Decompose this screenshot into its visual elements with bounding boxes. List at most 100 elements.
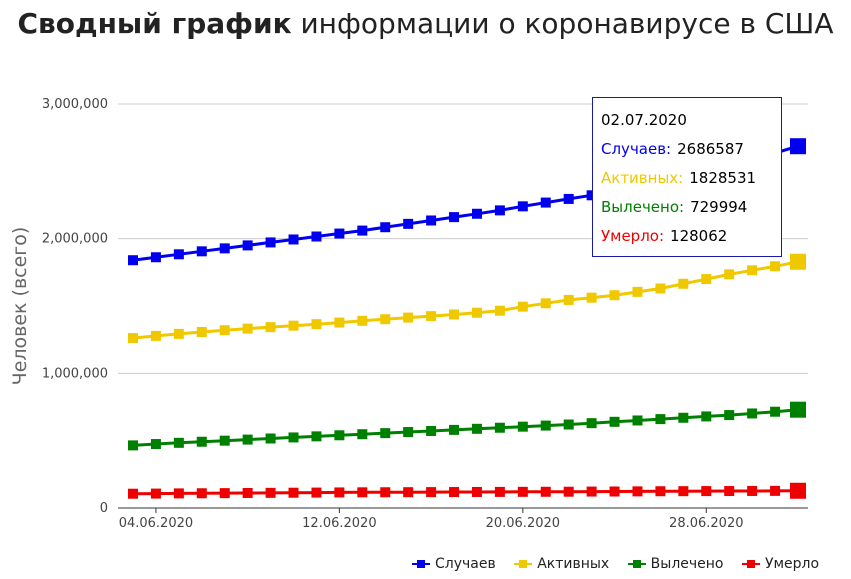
data-point [219, 325, 230, 336]
data-point [334, 228, 345, 239]
data-point [494, 422, 505, 433]
data-point [128, 488, 138, 499]
data-point [563, 419, 574, 430]
data-point [563, 294, 574, 305]
data-point [770, 406, 781, 417]
tooltip-label-deaths: Умерло: [601, 227, 665, 245]
data-point [449, 212, 460, 223]
data-point [219, 488, 230, 499]
data-point [150, 330, 161, 341]
data-point [678, 412, 689, 423]
data-point [150, 439, 161, 450]
data-point [586, 190, 597, 201]
data-point [196, 246, 207, 257]
data-point [150, 252, 161, 263]
data-point [334, 430, 345, 441]
legend-label-cases: Случаев [435, 556, 496, 572]
data-point [196, 488, 207, 499]
data-point [265, 433, 276, 444]
data-point [471, 307, 482, 318]
legend-label-active: Активных [537, 556, 610, 572]
tooltip-row-recovered: Вылечено: 729994 [601, 193, 773, 222]
data-point [403, 218, 414, 229]
data-point [540, 486, 551, 497]
tooltip-label-active: Активных: [601, 169, 684, 187]
data-point [311, 231, 322, 242]
tooltip-label-cases: Случаев: [601, 140, 672, 158]
data-point [173, 249, 184, 260]
data-point [173, 437, 184, 448]
data-point [632, 486, 643, 497]
tooltip-row-cases: Случаев: 2686587 [601, 135, 773, 164]
data-point [403, 487, 414, 498]
data-point [288, 487, 299, 498]
data-point [701, 274, 712, 285]
data-point [494, 486, 505, 497]
data-point [724, 269, 735, 280]
data-point [724, 486, 735, 497]
data-point [173, 488, 184, 499]
series-line-1 [132, 260, 799, 340]
data-point [150, 488, 161, 499]
data-point [701, 411, 712, 422]
data-point [747, 265, 758, 276]
data-point [540, 298, 551, 309]
data-point [540, 197, 551, 208]
data-point [426, 311, 437, 322]
chart-title-rest: информации о коронавирусе в США [300, 7, 834, 40]
data-point [128, 333, 138, 344]
x-tick-label: 28.06.2020 [669, 516, 743, 531]
data-point [426, 215, 437, 226]
data-point [494, 305, 505, 316]
series-line-2 [132, 408, 799, 447]
x-tick-label: 20.06.2020 [486, 516, 560, 531]
legend-swatch-recovered [627, 559, 646, 569]
data-point [242, 434, 253, 445]
data-point [563, 193, 574, 204]
data-point [517, 486, 528, 497]
data-point [311, 431, 322, 442]
data-point [311, 319, 322, 330]
data-point [655, 283, 666, 294]
data-point [747, 408, 758, 419]
data-point [701, 486, 712, 497]
data-point [403, 312, 414, 323]
data-point [586, 486, 597, 497]
legend-label-deaths: Умерло [764, 556, 820, 572]
data-point [288, 234, 299, 245]
data-tooltip: 02.07.2020 Случаев: 2686587 Активных: 1828… [592, 97, 782, 257]
data-point [265, 487, 276, 498]
data-point [540, 420, 551, 431]
data-point [790, 482, 806, 499]
tooltip-value-recovered: 729994 [690, 198, 748, 216]
data-point [380, 222, 391, 233]
data-point [770, 485, 781, 496]
data-point [128, 255, 138, 266]
legend-item-cases[interactable]: Случаев [412, 556, 496, 572]
y-tick-label: 3,000,000 [42, 97, 108, 112]
legend-swatch-deaths [741, 559, 760, 569]
tooltip-row-active: Активных: 1828531 [601, 164, 773, 193]
legend-item-deaths[interactable]: Умерло [741, 556, 820, 572]
legend-item-recovered[interactable]: Вылечено [627, 556, 724, 572]
chart-title-bold: Сводный график [17, 7, 292, 40]
data-point [426, 487, 437, 498]
data-point [196, 326, 207, 337]
chart-legend: Случаев Активных Вылечено Умерло [412, 556, 819, 572]
data-point [219, 435, 230, 446]
data-point [173, 328, 184, 339]
y-tick-label: 2,000,000 [42, 232, 108, 247]
data-point [747, 485, 758, 496]
legend-item-active[interactable]: Активных [514, 556, 609, 572]
data-point [288, 320, 299, 331]
tooltip-value-deaths: 128062 [670, 227, 728, 245]
data-point [449, 487, 460, 498]
tooltip-value-active: 1828531 [689, 169, 757, 187]
y-axis-label: Человек (всего) [9, 227, 31, 386]
data-point [242, 240, 253, 251]
data-point [449, 424, 460, 435]
data-point [517, 301, 528, 312]
data-point [219, 243, 230, 254]
data-point [196, 436, 207, 447]
